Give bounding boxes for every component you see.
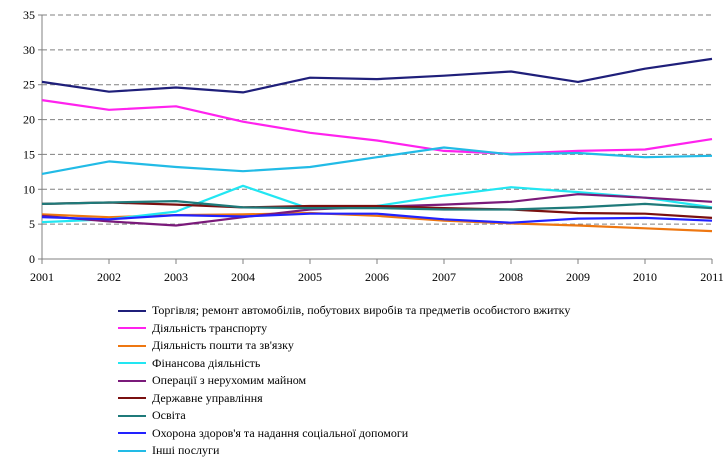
gridlines [42, 15, 712, 224]
legend-label: Інші послуги [152, 443, 219, 458]
legend-item: Операції з нерухомим майном [118, 372, 718, 390]
y-tick-label: 15 [23, 147, 35, 161]
legend: Торгівля; ремонт автомобілів, побутових … [118, 302, 718, 460]
y-tick-label: 35 [23, 8, 35, 22]
x-tick-label: 2004 [231, 270, 255, 284]
legend-label: Охорона здоров'я та надання соціальної д… [152, 426, 408, 441]
legend-swatch [118, 397, 146, 399]
legend-item: Інші послуги [118, 442, 718, 460]
y-tick-label: 0 [29, 252, 35, 266]
legend-label: Державне управління [152, 391, 263, 406]
y-tick-label: 5 [29, 217, 35, 231]
x-tick-label: 2003 [164, 270, 188, 284]
legend-label: Фінансова діяльність [152, 356, 260, 371]
legend-label: Операції з нерухомим майном [152, 373, 306, 388]
x-tick-label: 2001 [30, 270, 54, 284]
series-line-9 [42, 148, 712, 174]
legend-item: Освіта [118, 407, 718, 425]
legend-swatch [118, 345, 146, 347]
legend-swatch [118, 450, 146, 452]
legend-item: Фінансова діяльність [118, 355, 718, 373]
legend-swatch [118, 310, 146, 312]
x-tick-label: 2009 [566, 270, 590, 284]
y-tick-label: 20 [23, 113, 35, 127]
x-tick-label: 2010 [633, 270, 657, 284]
y-tick-label: 10 [23, 182, 35, 196]
legend-label: Освіта [152, 408, 186, 423]
legend-swatch [118, 327, 146, 329]
legend-swatch [118, 362, 146, 364]
legend-label: Діяльність транспорту [152, 321, 267, 336]
line-chart: 0 5 10 15 20 25 30 35 2001 2002 2003 2004 2005 2006 20… [0, 0, 727, 300]
x-tick-label: 2002 [97, 270, 121, 284]
legend-label: Діяльність пошти та зв'язку [152, 338, 294, 353]
series-line-1 [42, 59, 712, 93]
legend-item: Торгівля; ремонт автомобілів, побутових … [118, 302, 718, 320]
x-tick-label: 2007 [432, 270, 456, 284]
legend-item: Охорона здоров'я та надання соціальної д… [118, 425, 718, 443]
y-tick-label: 30 [23, 43, 35, 57]
legend-swatch [118, 380, 146, 382]
x-tick-label: 2005 [298, 270, 322, 284]
legend-swatch [118, 415, 146, 417]
x-tick-label: 2011 [700, 270, 724, 284]
x-tick-label: 2008 [499, 270, 523, 284]
legend-swatch [118, 432, 146, 434]
series-line-5 [42, 194, 712, 225]
x-tick-label: 2006 [365, 270, 389, 284]
y-tick-label: 25 [23, 78, 35, 92]
legend-item: Діяльність транспорту [118, 320, 718, 338]
series-line-2 [42, 100, 712, 154]
legend-item: Діяльність пошти та зв'язку [118, 337, 718, 355]
legend-label: Торгівля; ремонт автомобілів, побутових … [152, 303, 570, 318]
legend-item: Державне управління [118, 390, 718, 408]
